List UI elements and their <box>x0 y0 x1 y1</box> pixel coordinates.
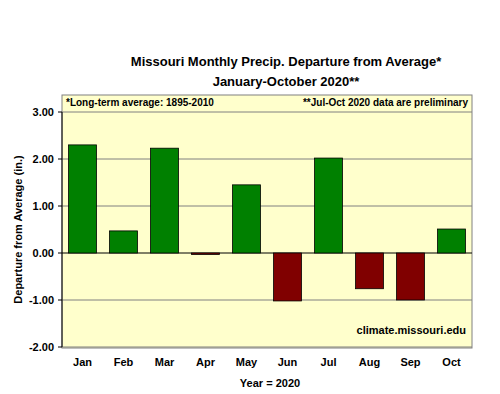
grid-line <box>62 347 472 348</box>
bar <box>397 253 425 300</box>
tick-label: 3.00 <box>33 106 54 118</box>
tick-label: 2.00 <box>33 153 54 165</box>
grid-line <box>62 159 472 160</box>
bar <box>315 158 343 253</box>
category-label: Jul <box>321 356 337 368</box>
tick-mark <box>58 112 62 113</box>
tick-label: -2.00 <box>29 341 54 353</box>
tick-mark <box>58 253 62 254</box>
category-label: May <box>236 356 258 368</box>
annotation: *Long-term average: 1895-2010 <box>66 97 214 108</box>
grid-line <box>62 206 472 207</box>
tick-label: 0.00 <box>33 247 54 259</box>
title: Missouri Monthly Precip. Departure from … <box>131 54 442 69</box>
bar <box>69 145 97 253</box>
annotation: **Jul-Oct 2020 data are preliminary <box>303 97 469 108</box>
bar <box>233 185 261 253</box>
tick-mark <box>58 206 62 207</box>
category-label: Mar <box>155 356 175 368</box>
category-label: Jan <box>73 356 92 368</box>
category-label: Jun <box>278 356 298 368</box>
tick-mark <box>58 159 62 160</box>
annotation: climate.missouri.edu <box>357 324 466 336</box>
category-label: Oct <box>442 356 461 368</box>
y-axis-label: Departure from Average (in.) <box>12 155 24 304</box>
bar <box>274 253 302 301</box>
bar <box>151 148 179 253</box>
category-label: Sep <box>400 356 420 368</box>
category-label: Aug <box>359 356 380 368</box>
category-label: Apr <box>196 356 216 368</box>
category-label: Feb <box>114 356 134 368</box>
grid-line <box>62 112 472 113</box>
bar <box>356 253 384 289</box>
subtitle: January-October 2020** <box>213 74 361 89</box>
tick-mark <box>58 300 62 301</box>
bar <box>192 253 220 254</box>
x-axis-label: Year = 2020 <box>240 377 300 389</box>
bar <box>110 231 138 253</box>
tick-label: 1.00 <box>33 200 54 212</box>
bar <box>438 229 466 253</box>
chart: Missouri Monthly Precip. Departure from … <box>0 0 500 394</box>
y-axis <box>62 112 63 347</box>
tick-mark <box>58 347 62 348</box>
plot-background <box>62 95 472 348</box>
tick-label: -1.00 <box>29 294 54 306</box>
